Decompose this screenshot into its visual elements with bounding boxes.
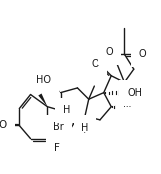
- Text: H: H: [62, 105, 70, 116]
- Text: O: O: [0, 120, 6, 130]
- Polygon shape: [38, 94, 47, 107]
- Text: O: O: [138, 49, 146, 59]
- Text: ⋯: ⋯: [123, 102, 131, 111]
- Text: F: F: [54, 143, 60, 153]
- Text: O: O: [106, 47, 113, 57]
- Text: OH: OH: [127, 88, 142, 98]
- Text: O: O: [91, 60, 99, 69]
- Text: Ḥ: Ḥ: [81, 122, 89, 132]
- Text: HO: HO: [36, 76, 51, 85]
- Polygon shape: [48, 79, 61, 93]
- Text: Br: Br: [53, 122, 64, 132]
